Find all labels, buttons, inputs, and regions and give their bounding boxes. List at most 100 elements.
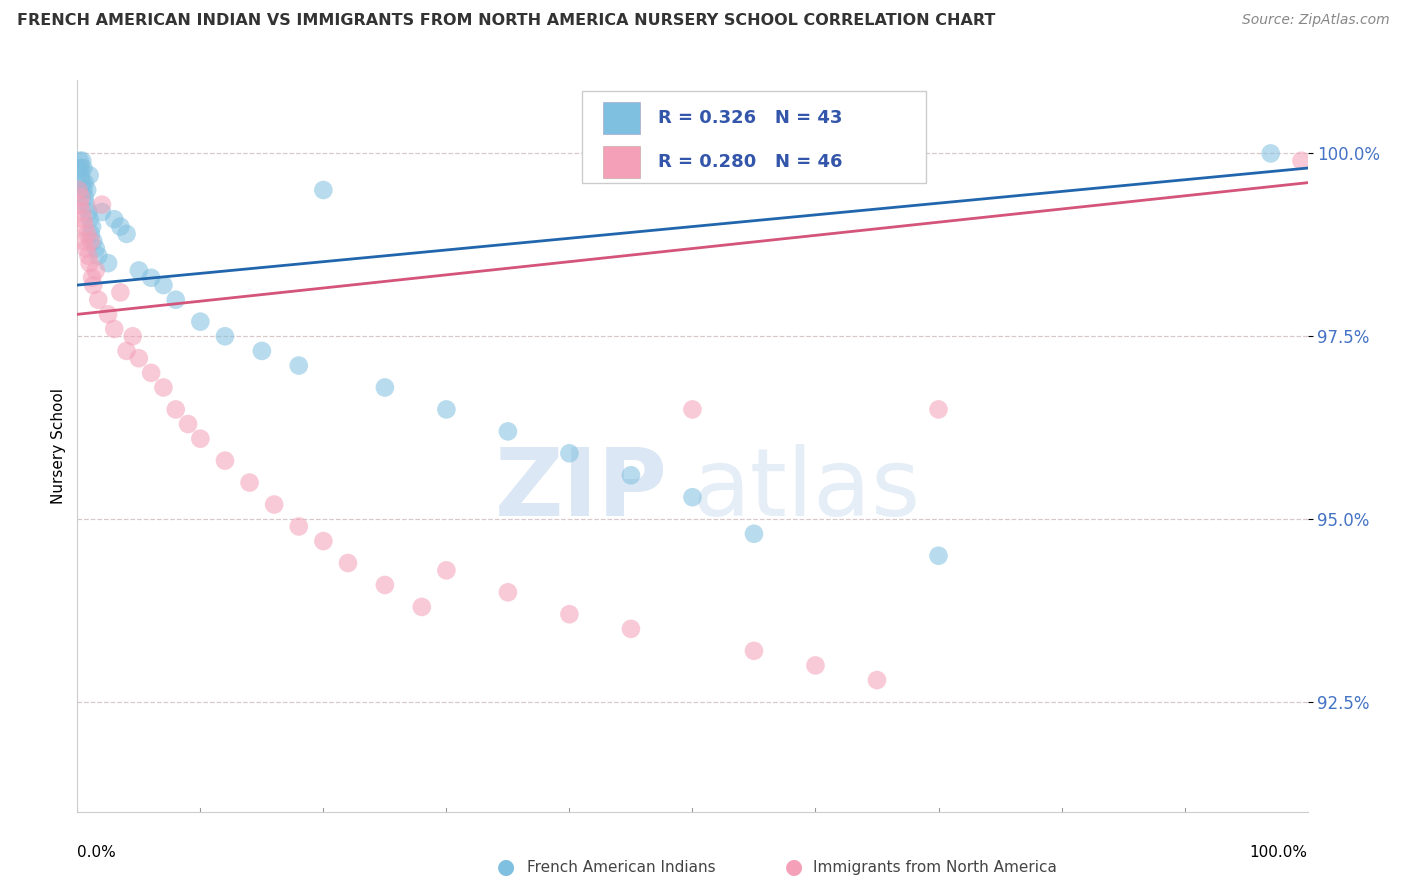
Point xyxy=(70,176,93,190)
Point xyxy=(121,329,143,343)
Point xyxy=(152,278,174,293)
Point xyxy=(84,242,107,256)
Point xyxy=(128,351,150,366)
Point xyxy=(115,343,138,358)
Point xyxy=(436,563,458,577)
Point xyxy=(97,256,120,270)
Point xyxy=(250,343,273,358)
Point xyxy=(188,432,212,446)
Point xyxy=(436,402,458,417)
Point xyxy=(928,402,950,417)
Point xyxy=(128,263,150,277)
Point xyxy=(866,673,889,687)
Point xyxy=(141,270,163,285)
Point xyxy=(80,234,103,248)
Point xyxy=(82,234,104,248)
Point xyxy=(263,498,285,512)
Text: FRENCH AMERICAN INDIAN VS IMMIGRANTS FROM NORTH AMERICA NURSERY SCHOOL CORRELATI: FRENCH AMERICAN INDIAN VS IMMIGRANTS FRO… xyxy=(17,13,995,29)
Text: ●: ● xyxy=(786,857,803,877)
Text: R = 0.326   N = 43: R = 0.326 N = 43 xyxy=(658,110,842,128)
Point xyxy=(75,242,97,256)
Point xyxy=(73,176,96,190)
Point xyxy=(496,425,519,439)
Point xyxy=(188,315,212,329)
Point xyxy=(103,212,125,227)
Text: 0.0%: 0.0% xyxy=(77,845,117,860)
Point xyxy=(804,658,827,673)
Point xyxy=(214,329,236,343)
Point xyxy=(682,402,704,417)
Point xyxy=(288,519,311,533)
Point xyxy=(70,190,93,204)
Point xyxy=(82,219,104,234)
Point xyxy=(312,534,335,549)
Point xyxy=(742,644,765,658)
Point xyxy=(337,556,360,570)
Point xyxy=(67,161,90,175)
Point xyxy=(82,278,104,293)
Point xyxy=(239,475,262,490)
Point xyxy=(110,219,132,234)
Text: atlas: atlas xyxy=(693,444,921,536)
Point xyxy=(682,490,704,504)
Bar xyxy=(603,103,640,135)
Point xyxy=(80,227,103,241)
Point xyxy=(73,219,96,234)
Text: ZIP: ZIP xyxy=(495,444,668,536)
Point xyxy=(70,161,93,175)
Point xyxy=(115,227,138,241)
Point xyxy=(67,183,90,197)
Point xyxy=(620,622,643,636)
Point xyxy=(79,169,101,183)
FancyBboxPatch shape xyxy=(582,91,927,183)
Point xyxy=(1291,153,1313,168)
Point xyxy=(288,359,311,373)
Point xyxy=(76,183,98,197)
Point xyxy=(103,322,125,336)
Point xyxy=(72,212,94,227)
Point xyxy=(152,380,174,394)
Point xyxy=(558,607,581,622)
Point xyxy=(90,197,114,211)
Point xyxy=(620,468,643,483)
Point xyxy=(72,161,94,175)
Point xyxy=(72,183,94,197)
Point xyxy=(374,380,396,394)
Point xyxy=(97,307,120,321)
Point xyxy=(90,205,114,219)
Point xyxy=(87,293,110,307)
Bar xyxy=(603,146,640,178)
Text: French American Indians: French American Indians xyxy=(527,860,716,874)
Point xyxy=(69,197,91,211)
Point xyxy=(75,197,97,211)
Point xyxy=(77,249,100,263)
Text: R = 0.280   N = 46: R = 0.280 N = 46 xyxy=(658,153,842,171)
Point xyxy=(82,270,104,285)
Point xyxy=(742,526,765,541)
Point xyxy=(79,256,101,270)
Point xyxy=(70,153,93,168)
Point xyxy=(76,227,98,241)
Point xyxy=(77,205,100,219)
Point xyxy=(110,285,132,300)
Point xyxy=(312,183,335,197)
Point xyxy=(496,585,519,599)
Point xyxy=(73,190,96,204)
Point xyxy=(928,549,950,563)
Point xyxy=(87,249,110,263)
Y-axis label: Nursery School: Nursery School xyxy=(51,388,66,504)
Point xyxy=(214,453,236,467)
Point xyxy=(177,417,200,431)
Point xyxy=(1260,146,1282,161)
Point xyxy=(374,578,396,592)
Text: Immigrants from North America: Immigrants from North America xyxy=(813,860,1056,874)
Point xyxy=(165,293,187,307)
Point xyxy=(165,402,187,417)
Point xyxy=(141,366,163,380)
Point xyxy=(558,446,581,460)
Point xyxy=(70,205,93,219)
Point xyxy=(70,169,93,183)
Point xyxy=(84,263,107,277)
Text: Source: ZipAtlas.com: Source: ZipAtlas.com xyxy=(1241,13,1389,28)
Point xyxy=(411,599,433,614)
